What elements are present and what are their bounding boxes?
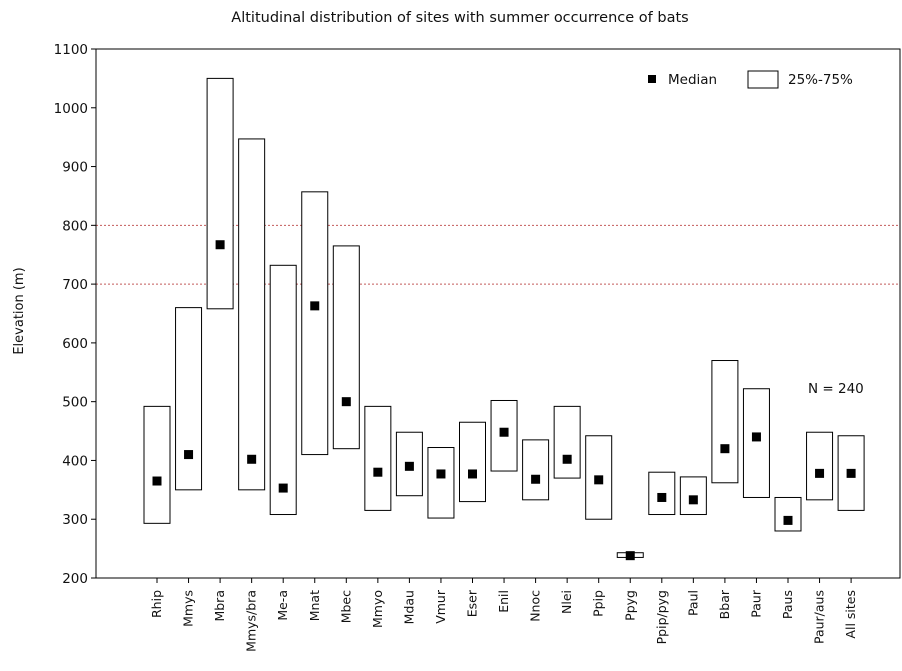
box-iqr [522, 439, 550, 501]
box-iqr [742, 388, 770, 498]
x-tick-label: Paul [685, 590, 700, 616]
x-tick-label: Mbec [338, 590, 353, 623]
median-marker [436, 469, 446, 479]
median-marker [152, 476, 162, 486]
y-tick-label: 800 [62, 218, 88, 234]
box-iqr [143, 405, 171, 524]
y-tick-label: 200 [62, 571, 88, 587]
x-tick-label: Enil [496, 590, 511, 613]
x-tick-label: Paur [748, 589, 763, 618]
x-tick-label: Mmys/bra [244, 590, 259, 652]
legend-box-label: 25%-75% [788, 72, 853, 88]
x-tick-label: Me-a [275, 590, 290, 621]
x-tick-label: Eser [465, 589, 480, 617]
y-tick-label: 700 [62, 277, 88, 293]
median-marker [815, 468, 825, 478]
box-iqr [806, 431, 834, 501]
median-marker [373, 467, 383, 477]
x-tick-label: Mbra [212, 590, 227, 622]
y-axis: 200 300 400 500 600 700 800 900 1000 1100 [54, 42, 96, 587]
median-marker [404, 461, 414, 471]
median-marker [278, 483, 288, 493]
median-marker [720, 444, 730, 454]
boxes [143, 77, 865, 561]
median-marker [184, 450, 194, 460]
median-marker [688, 495, 698, 505]
x-tick-label: Mdau [401, 590, 416, 624]
plot-area-frame [95, 48, 901, 579]
x-axis: Rhip Mmys Mbra Mmys/bra Me-a Mnat Mbec Mmyo Mdau… [149, 578, 858, 652]
median-marker [783, 515, 793, 525]
median-marker [751, 432, 761, 442]
x-tick-label: Ppip/pyg [654, 590, 669, 644]
median-marker [625, 551, 635, 561]
legend-median-label: Median [668, 72, 717, 88]
box-iqr [269, 264, 297, 516]
median-marker [499, 427, 509, 437]
x-tick-label: Paus [780, 590, 795, 619]
x-tick-label: Ppip [591, 590, 606, 617]
x-tick-label: Mnat [307, 590, 322, 621]
x-tick-label: Nnoc [528, 590, 543, 622]
median-marker [846, 468, 856, 478]
y-tick-label: 1100 [54, 42, 88, 58]
sample-size-annotation: N = 240 [808, 381, 864, 397]
median-marker [531, 474, 541, 484]
median-marker [247, 454, 257, 464]
x-tick-label: Paur/aus [812, 590, 827, 644]
y-axis-label: Elevation (m) [12, 267, 27, 354]
legend: Median 25%-75% [648, 70, 853, 89]
chart-title: Altitudinal distribution of sites with s… [231, 10, 688, 26]
box-iqr [332, 245, 360, 450]
median-marker [468, 469, 477, 479]
box-iqr [774, 496, 802, 532]
y-tick-label: 600 [62, 336, 88, 352]
y-tick-label: 400 [62, 453, 88, 469]
median-marker [215, 240, 225, 250]
x-tick-label: Bbar [717, 589, 732, 619]
y-tick-label: 500 [62, 395, 88, 411]
box-iqr [711, 360, 739, 484]
x-tick-label: Vmur [433, 589, 448, 624]
x-tick-label: Mmys [181, 590, 196, 627]
legend-median-marker [648, 75, 656, 83]
median-marker [657, 492, 667, 502]
x-tick-label: Mmyo [370, 590, 385, 628]
x-tick-label: Nlei [559, 590, 574, 614]
box-iqr [206, 77, 234, 310]
median-marker [562, 454, 572, 464]
box-iqr [427, 447, 455, 519]
x-tick-label: Ppyg [622, 590, 637, 621]
median-marker [310, 301, 320, 311]
median-marker [594, 475, 604, 485]
box-iqr [238, 138, 266, 491]
y-tick-label: 1000 [54, 101, 88, 117]
box-iqr [553, 405, 581, 479]
box-iqr [301, 191, 329, 456]
x-tick-label: Rhip [149, 590, 164, 618]
x-tick-label: All sites [843, 590, 858, 639]
legend-box-swatch [747, 70, 779, 89]
median-marker [341, 397, 351, 407]
y-tick-label: 300 [62, 512, 88, 528]
box-iqr [175, 307, 203, 491]
box-iqr [459, 421, 486, 503]
y-tick-label: 900 [62, 160, 88, 176]
box-iqr [364, 405, 392, 511]
